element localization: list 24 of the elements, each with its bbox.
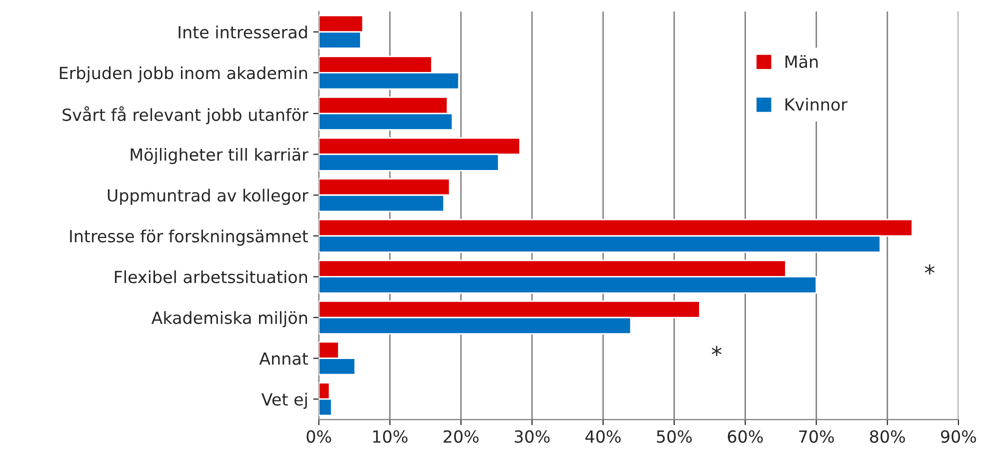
x-tick-label: 90% [940,430,976,443]
x-tick-label: 0% [306,430,332,443]
y-tick-label: Inte intresserad [178,26,307,38]
y-tick-label: Erbjuden jobb inom akademin [60,66,307,83]
y-tick-label: Annat [259,352,308,365]
legend-label: Kvinnor [786,98,848,111]
y-tick-label: Intresse för forskningsämnet [70,230,308,246]
x-tick-label: 80% [870,430,905,443]
x-tick-label: 50% [656,430,692,443]
x-tick-label: 40% [585,430,621,443]
y-tick-label: Möjligheter till karriär [130,148,308,164]
y-tick-label: Flexibel arbetssituation [114,270,307,284]
legend-label: Män [786,55,818,68]
x-tick-label: 30% [514,430,550,443]
x-tick-label: 10% [373,430,408,443]
y-tick-label: Uppmuntrad av kollegor [108,188,308,205]
y-tick-label: Vet ej [261,392,307,409]
y-tick-label: Akademiska miljön [151,311,307,328]
y-tick-label: Svårt få relevant jobb utanför [62,106,308,124]
annotation: * [712,346,722,356]
x-tick-label: 70% [799,430,834,443]
annotation: * [924,264,935,274]
x-tick-label: 60% [728,430,763,443]
x-tick-label: 20% [444,430,479,443]
